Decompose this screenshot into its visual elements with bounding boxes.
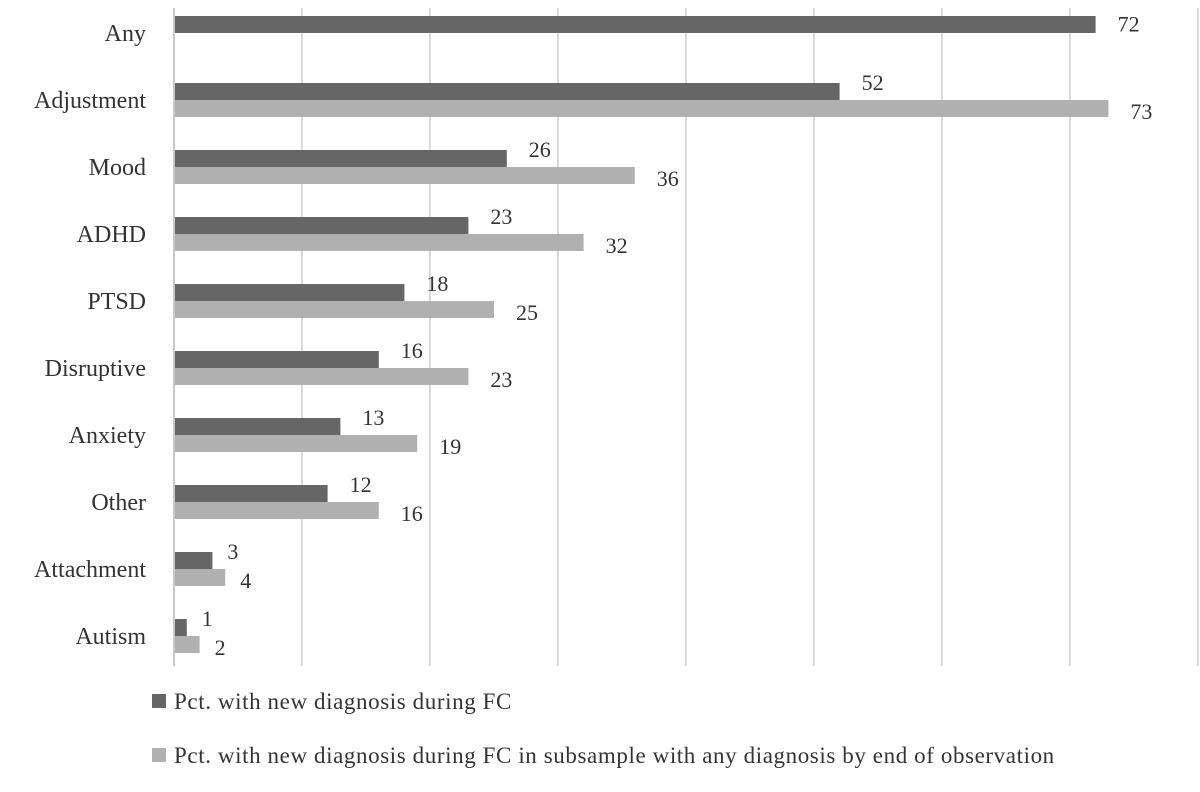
legend-swatch-series-1: [152, 694, 166, 708]
data-label-series-1: 23: [490, 204, 512, 229]
category-label: Any: [105, 21, 146, 47]
legend-label-series-2: Pct. with new diagnosis during FC in sub…: [174, 743, 1055, 768]
bar-series-1: [174, 351, 379, 368]
bar-series-2: [174, 636, 200, 653]
bar-series-2: [174, 368, 469, 385]
bar-series-2: [174, 301, 494, 318]
data-label-series-2: 23: [490, 367, 512, 392]
bar-series-2: [174, 569, 226, 586]
category-label: Attachment: [34, 557, 146, 583]
data-label-series-2: 4: [240, 568, 251, 593]
data-label-series-1: 3: [227, 539, 238, 564]
category-label: Other: [91, 490, 146, 516]
data-label-series-1: 72: [1118, 12, 1140, 37]
bar-series-2: [174, 167, 635, 184]
data-label-series-1: 16: [401, 338, 423, 363]
data-label-series-1: 52: [862, 70, 884, 95]
category-label: Mood: [89, 155, 146, 181]
data-label-series-2: 16: [401, 501, 423, 526]
bars: [174, 16, 1109, 653]
category-label: Autism: [75, 624, 146, 650]
bar-series-1: [174, 619, 187, 636]
category-label: PTSD: [87, 289, 146, 315]
legend-swatch-series-2: [152, 748, 166, 762]
data-label-series-2: 19: [439, 434, 461, 459]
bar-series-1: [174, 16, 1096, 33]
data-label-series-1: 1: [202, 606, 213, 631]
bar-series-1: [174, 150, 507, 167]
value-labels: 72 52 73 26 36 23 32 18 25 16 23 13 19 12 16 34 12: [202, 12, 1153, 661]
data-label-series-1: 26: [529, 137, 551, 162]
data-label-series-1: 13: [362, 405, 384, 430]
data-label-series-2: 32: [606, 233, 628, 258]
legend-item-series-2: Pct. with new diagnosis during FC in sub…: [152, 742, 1192, 770]
data-label-series-2: 25: [516, 300, 538, 325]
category-labels: Any Adjustment Mood ADHD PTSD Disruptive Anxie…: [34, 21, 146, 650]
bar-series-1: [174, 217, 469, 234]
category-label: Anxiety: [69, 423, 146, 449]
bar-series-1: [174, 552, 213, 569]
gridlines: [301, 8, 1199, 666]
data-label-series-1: 18: [426, 271, 448, 296]
data-label-series-1: 12: [350, 472, 372, 497]
data-label-series-2: 73: [1130, 99, 1152, 124]
category-label: Adjustment: [34, 88, 146, 114]
bar-series-2: [174, 502, 379, 519]
legend-label-series-1: Pct. with new diagnosis during FC: [174, 689, 512, 714]
bar-series-1: [174, 485, 328, 502]
bar-series-2: [174, 100, 1109, 117]
bar-chart: Any Adjustment Mood ADHD PTSD Disruptive Anxie…: [34, 8, 1199, 666]
bar-series-1: [174, 83, 840, 100]
bar-series-2: [174, 435, 418, 452]
bar-series-1: [174, 284, 405, 301]
legend-item-series-1: Pct. with new diagnosis during FC: [152, 688, 1192, 716]
category-label: Disruptive: [45, 356, 146, 382]
bar-series-1: [174, 418, 341, 435]
bar-series-2: [174, 234, 584, 251]
data-label-series-2: 36: [657, 166, 679, 191]
category-label: ADHD: [77, 222, 146, 248]
data-label-series-2: 2: [215, 635, 226, 660]
